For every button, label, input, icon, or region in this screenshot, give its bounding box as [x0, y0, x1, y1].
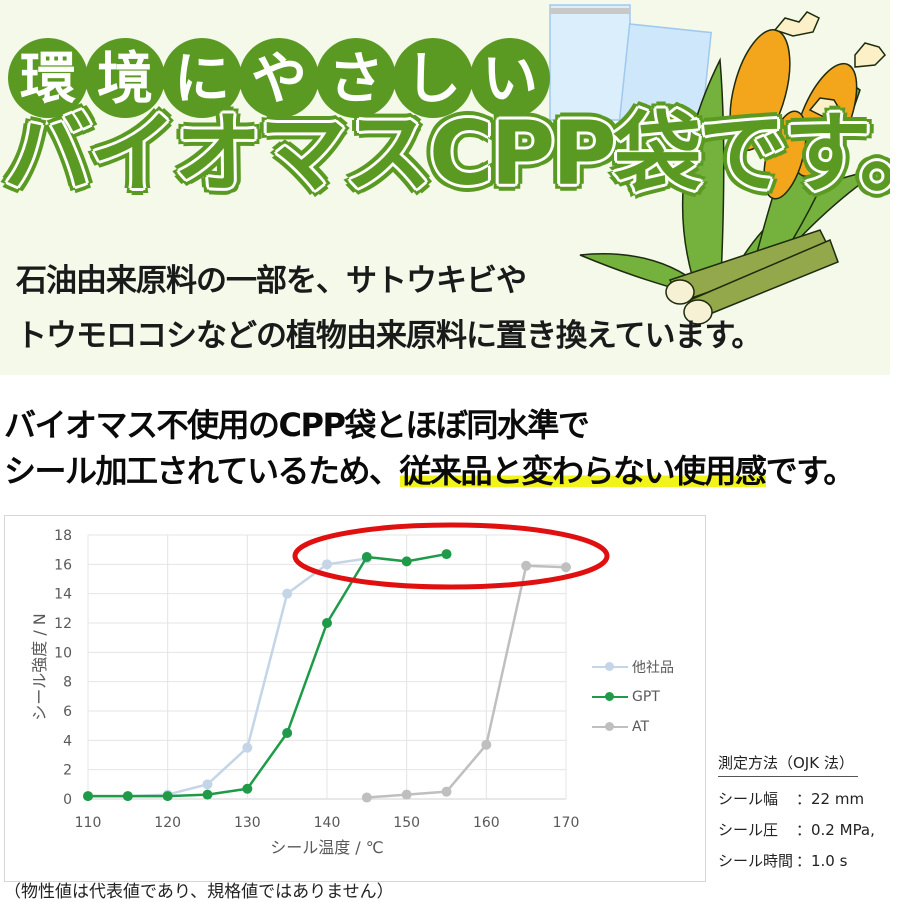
chart-ticks: 0 2 4 6 8 10 12 14 16 18 110 120 130 140 150 160 170 — [54, 528, 579, 831]
data-point — [202, 789, 213, 800]
data-point — [441, 549, 452, 560]
x-tick-label: 170 — [553, 815, 580, 831]
legend-swatch — [592, 662, 628, 672]
headline-line2: バイオマスCPP袋です。 — [4, 102, 890, 205]
y-tick-label: 6 — [63, 704, 72, 720]
data-point — [361, 552, 372, 562]
data-point — [401, 556, 412, 567]
lead-line2-tail: です。 — [765, 452, 856, 490]
x-tick-label: 130 — [234, 815, 261, 831]
data-point — [202, 779, 213, 790]
data-point — [361, 792, 372, 803]
lead-line1: バイオマス不使用のCPP袋とほぼ同水準で — [4, 406, 590, 444]
data-point — [83, 791, 93, 802]
y-tick-label: 0 — [63, 792, 72, 808]
lead-line2-plain: シール加工されているため、 — [4, 452, 401, 490]
legend-swatch — [592, 722, 628, 732]
headline-char: 環 — [8, 38, 88, 118]
highlight-ellipse — [292, 522, 610, 590]
method-key: シール時間 — [718, 852, 794, 870]
x-tick-label: 150 — [393, 815, 420, 831]
y-tick-label: 14 — [54, 587, 72, 603]
x-tick-label: 120 — [154, 815, 181, 831]
data-point — [441, 786, 452, 797]
series-他社品 — [83, 553, 372, 802]
method-title: 測定方法（OJK 法） — [718, 752, 858, 777]
x-axis-title: シール温度 / ℃ — [270, 838, 384, 857]
y-axis-title: シール強度 / N — [30, 613, 49, 721]
data-point — [322, 559, 332, 570]
legend-item: GPT — [592, 682, 674, 712]
lead-highlight: 従来品と変わらない使用感 — [399, 452, 767, 490]
y-tick-label: 10 — [54, 645, 72, 661]
headline-char: 境 — [85, 38, 165, 118]
data-point — [282, 588, 293, 599]
method-key: シール幅 — [718, 790, 779, 808]
data-point — [481, 739, 492, 750]
y-tick-label: 18 — [54, 528, 72, 544]
method-value: ：0.2 MPa, — [796, 821, 875, 839]
y-tick-label: 12 — [54, 616, 72, 632]
x-tick-label: 140 — [314, 815, 341, 831]
data-point — [401, 789, 412, 800]
data-point — [242, 783, 253, 794]
data-point — [521, 560, 532, 571]
method-row: シール時間 ：1.0 s — [718, 845, 875, 876]
y-tick-label: 2 — [63, 763, 72, 779]
data-point — [242, 742, 253, 753]
headline-char: さ — [316, 38, 396, 118]
data-point — [561, 562, 571, 573]
method-value: ：1.0 s — [796, 852, 848, 870]
clear-bag-icon — [549, 4, 713, 143]
headline-char: い — [470, 38, 550, 118]
legend-label: GPT — [632, 689, 660, 705]
y-tick-label: 16 — [54, 557, 72, 573]
chart-series — [83, 549, 571, 803]
data-point — [282, 728, 293, 738]
headline-char: や — [239, 38, 319, 118]
legend-label: AT — [632, 719, 650, 735]
x-tick-label: 160 — [473, 815, 500, 831]
headline-char: に — [162, 38, 242, 118]
y-tick-label: 4 — [63, 733, 72, 749]
measurement-method: 測定方法（OJK 法） シール幅 ：22 mm シール圧 ：0.2 MPa, シール… — [718, 752, 875, 876]
chart-legend: 他社品 GPT AT — [592, 652, 674, 742]
method-key: シール圧 — [718, 821, 779, 839]
method-row: シール幅 ：22 mm — [718, 783, 875, 814]
headline-line2-wrap: バイオマスCPP袋です。 — [4, 110, 890, 198]
lead-line2: シール加工されているため、従来品と変わらない使用感です。 — [4, 446, 856, 492]
legend-swatch — [592, 692, 628, 702]
headline-line1: 環 境 に や さ し い — [8, 38, 550, 118]
series-GPT — [83, 549, 452, 802]
data-point — [162, 791, 173, 802]
series-AT — [361, 560, 571, 803]
hero-banner: 環 境 に や さ し い バイオマスCPP袋です。 石油由来原料の一部を、サト… — [0, 0, 890, 375]
data-point — [122, 791, 133, 802]
method-row: シール圧 ：0.2 MPa, — [718, 814, 875, 845]
legend-item: 他社品 — [592, 652, 674, 682]
y-tick-label: 8 — [63, 675, 72, 691]
headline-char: し — [393, 38, 473, 118]
bags-corn-sugarcane-illustration — [549, 4, 886, 325]
legend-label: 他社品 — [632, 660, 674, 676]
subtitle-line2: トウモロコシなどの植物由来原料に置き換えています。 — [16, 318, 762, 354]
x-tick-label: 110 — [75, 815, 102, 831]
method-value: ：22 mm — [796, 790, 865, 808]
subtitle-line1: 石油由来原料の一部を、サトウキビや — [16, 263, 527, 299]
data-point — [322, 618, 332, 628]
legend-item: AT — [592, 712, 674, 742]
disclaimer-note: （物性値は代表値であり、規格値ではありません） — [4, 882, 394, 902]
